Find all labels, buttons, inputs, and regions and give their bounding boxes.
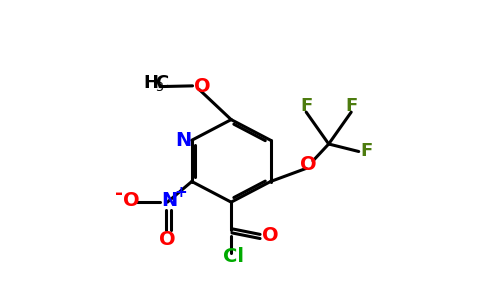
Text: N: N bbox=[175, 131, 192, 150]
Text: -: - bbox=[115, 184, 123, 203]
Text: F: F bbox=[360, 142, 372, 160]
Text: C: C bbox=[155, 74, 168, 92]
Text: O: O bbox=[159, 230, 176, 249]
Text: F: F bbox=[345, 98, 357, 116]
Text: F: F bbox=[300, 98, 312, 116]
Text: O: O bbox=[123, 191, 139, 210]
Text: Cl: Cl bbox=[223, 247, 243, 266]
Text: H: H bbox=[143, 74, 158, 92]
Text: O: O bbox=[262, 226, 279, 245]
Text: O: O bbox=[300, 155, 317, 174]
Text: N: N bbox=[162, 191, 178, 210]
Text: O: O bbox=[194, 77, 210, 96]
Text: 3: 3 bbox=[155, 81, 163, 94]
Text: +: + bbox=[174, 185, 187, 200]
